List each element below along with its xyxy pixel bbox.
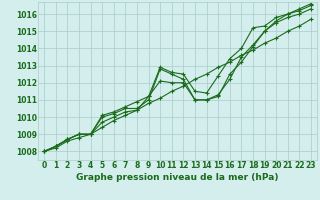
- X-axis label: Graphe pression niveau de la mer (hPa): Graphe pression niveau de la mer (hPa): [76, 173, 279, 182]
